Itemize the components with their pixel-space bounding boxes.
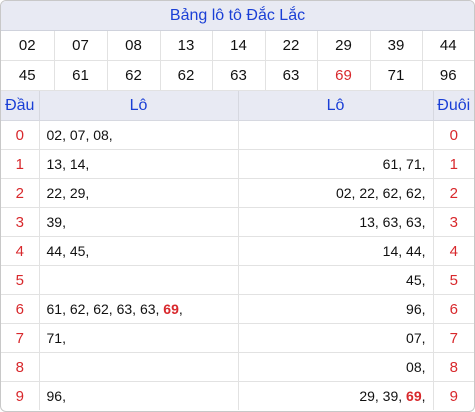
numbers-row-1: 02 07 08 13 14 22 29 39 44 <box>1 31 474 61</box>
lo-right-cell: 13, 63, 63, <box>238 207 434 237</box>
lo-right-cell: 02, 22, 62, 62, <box>238 178 434 208</box>
duoi-cell: 1 <box>433 149 474 179</box>
number-cell: 07 <box>54 31 108 61</box>
number-cell: 39 <box>370 31 423 61</box>
highlighted-number: 69 <box>406 388 422 404</box>
highlighted-number: 69 <box>163 301 179 317</box>
header-lo-left: Lô <box>39 91 239 121</box>
lo-right-cell: 29, 39, 69, <box>238 381 434 410</box>
lo-left-cell: 22, 29, <box>39 178 239 208</box>
duoi-cell: 4 <box>433 236 474 266</box>
dau-cell: 8 <box>1 352 40 382</box>
duoi-cell: 8 <box>433 352 474 382</box>
duoi-cell: 3 <box>433 207 474 237</box>
duoi-cell: 6 <box>433 294 474 324</box>
table-row: 1 13, 14, 61, 71, 1 <box>1 149 474 179</box>
table-row: 0 02, 07, 08, 0 <box>1 120 474 150</box>
dau-cell: 3 <box>1 207 40 237</box>
number-cell: 14 <box>212 31 266 61</box>
number-cell: 62 <box>107 60 161 91</box>
lo-left-cell: 96, <box>39 381 239 410</box>
dau-cell: 4 <box>1 236 40 266</box>
number-cell: 61 <box>54 60 108 91</box>
header-dau: Đầu <box>1 91 40 121</box>
lo-left-cell <box>39 352 239 382</box>
duoi-cell: 5 <box>433 265 474 295</box>
dau-cell: 0 <box>1 120 40 150</box>
dau-cell: 2 <box>1 178 40 208</box>
number-cell: 44 <box>422 31 474 61</box>
lo-right-cell <box>238 120 434 150</box>
lo-right-cell: 14, 44, <box>238 236 434 266</box>
dau-cell: 5 <box>1 265 40 295</box>
lo-right-cell: 45, <box>238 265 434 295</box>
duoi-cell: 9 <box>449 387 458 405</box>
number-cell: 63 <box>265 60 318 91</box>
table-row: 9 96, 29, 39, 69, 9 <box>1 381 474 410</box>
lo-right-cell: 61, 71, <box>238 149 434 179</box>
lo-left-cell: 02, 07, 08, <box>39 120 239 150</box>
number-cell: 63 <box>212 60 266 91</box>
lo-left-cell: 61, 62, 62, 63, 63, 69, <box>39 294 239 324</box>
table-row: 3 39, 13, 63, 63, 3 <box>1 207 474 237</box>
number-cell: 02 <box>1 31 55 61</box>
duoi-cell: 0 <box>433 120 474 150</box>
number-cell: 45 <box>1 60 55 91</box>
duoi-cell: 7 <box>433 323 474 353</box>
duoi-cell: 2 <box>433 178 474 208</box>
lo-right-cell: 96, <box>238 294 434 324</box>
table-row: 8 08, 8 <box>1 352 474 382</box>
lo-left-cell <box>39 265 239 295</box>
table-row: 2 22, 29, 02, 22, 62, 62, 2 <box>1 178 474 208</box>
lo-left-cell: 39, <box>39 207 239 237</box>
table-title: Bảng lô tô Đắc Lắc <box>1 1 474 31</box>
header-duoi: Đuôi <box>433 91 474 121</box>
table-row: 6 61, 62, 62, 63, 63, 69, 96, 6 <box>1 294 474 324</box>
grid-header-row: Đầu Lô Lô Đuôi <box>1 91 474 121</box>
number-cell: 62 <box>160 60 213 91</box>
lo-left-cell: 44, 45, <box>39 236 239 266</box>
results-numbers-table: 02 07 08 13 14 22 29 39 44 45 61 62 62 63 63 69 71 96 <box>1 31 474 91</box>
lo-right-cell: 07, <box>238 323 434 353</box>
numbers-row-2: 45 61 62 62 63 63 69 71 96 <box>1 60 474 91</box>
table-row: 5 45, 5 <box>1 265 474 295</box>
lo-right-cell: 08, <box>238 352 434 382</box>
grid-body: 0 02, 07, 08, 0 1 13, 14, 61, 71, 1 2 22, 29, 02,… <box>1 120 474 410</box>
dau-cell: 1 <box>1 149 40 179</box>
dau-cell: 7 <box>1 323 40 353</box>
number-cell: 13 <box>160 31 213 61</box>
dau-cell: 6 <box>1 294 40 324</box>
number-cell: 96 <box>422 60 474 91</box>
table-row: 7 71, 07, 7 <box>1 323 474 353</box>
number-cell: 08 <box>107 31 161 61</box>
number-cell: 71 <box>370 60 423 91</box>
number-cell: 69 <box>317 60 371 91</box>
lo-left-cell: 13, 14, <box>39 149 239 179</box>
table-row: 4 44, 45, 14, 44, 4 <box>1 236 474 266</box>
lo-left-cell: 71, <box>39 323 239 353</box>
number-cell: 29 <box>317 31 371 61</box>
header-lo-right: Lô <box>238 91 434 121</box>
dau-cell: 9 <box>1 381 40 410</box>
number-cell: 22 <box>265 31 318 61</box>
dau-duoi-table: Đầu Lô Lô Đuôi 0 02, 07, 08, 0 1 13, 14, 61, … <box>1 91 474 410</box>
